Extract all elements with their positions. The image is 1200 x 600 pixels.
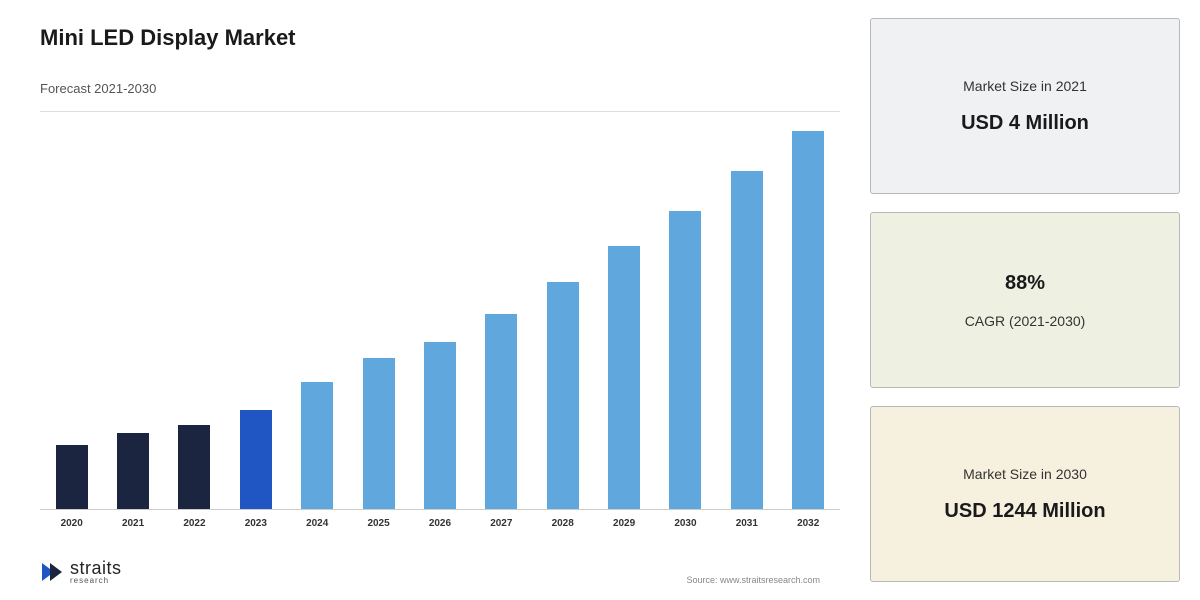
chart-subtitle: Forecast 2021-2030 [40,81,840,96]
stat-value: USD 1244 Million [944,500,1105,523]
bar [485,314,517,509]
chart-footer: straits research Source: www.straitsrese… [40,559,840,585]
logo-main-text: straits [70,559,122,577]
x-tick-label: 2032 [792,518,824,529]
brand-logo: straits research [40,559,122,585]
stat-card: 88% CAGR (2021-2030) [870,212,1180,388]
stat-card: Market Size in 2021 USD 4 Million [870,18,1180,194]
bar [240,410,272,510]
bar [363,358,395,509]
x-tick-label: 2020 [56,518,88,529]
x-tick-label: 2024 [301,518,333,529]
bar [608,246,640,509]
chart-panel: Mini LED Display Market Forecast 2021-20… [0,0,860,600]
bar [301,382,333,509]
stat-value: USD 4 Million [961,112,1089,135]
bar [669,211,701,510]
x-axis-labels: 2020 2021 2022 2023 2024 2025 2026 2027 2028 2029… [40,510,840,529]
bar [178,425,210,509]
bar [792,131,824,509]
x-tick-label: 2021 [117,518,149,529]
bar [117,433,149,509]
logo-chevron-icon [40,559,66,585]
x-tick-label: 2030 [669,518,701,529]
x-tick-label: 2023 [240,518,272,529]
stat-value: 88% [1005,272,1045,295]
bar-chart [40,111,840,510]
stat-label: Market Size in 2030 [963,466,1087,482]
stats-panel: Market Size in 2021 USD 4 Million 88% CAGR … [860,0,1200,600]
stat-label: CAGR (2021-2030) [965,313,1086,329]
x-tick-label: 2025 [363,518,395,529]
bar [731,171,763,509]
bar [547,282,579,509]
chart-title: Mini LED Display Market [40,25,840,51]
bar [56,445,88,509]
x-tick-label: 2027 [485,518,517,529]
bar [424,342,456,509]
x-tick-label: 2026 [424,518,456,529]
stat-card: Market Size in 2030 USD 1244 Million [870,406,1180,582]
source-text: Source: www.straitsresearch.com [686,575,820,585]
x-tick-label: 2022 [178,518,210,529]
x-tick-label: 2031 [731,518,763,529]
logo-sub-text: research [70,577,122,585]
stat-label: Market Size in 2021 [963,78,1087,94]
x-tick-label: 2028 [547,518,579,529]
x-tick-label: 2029 [608,518,640,529]
